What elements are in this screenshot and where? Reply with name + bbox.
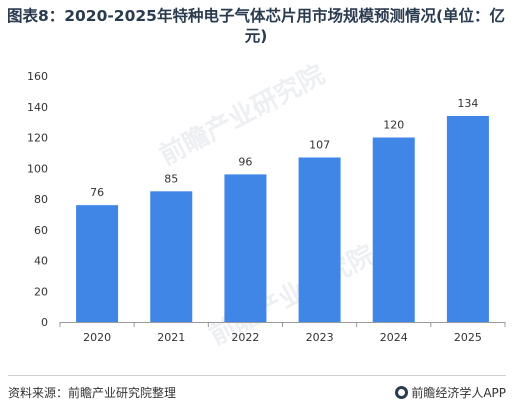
source-note: 资料来源：前瞻产业研究院整理 [8,386,177,400]
x-tick-label: 2022 [231,331,259,344]
data-label: 96 [238,155,252,168]
footer-divider [8,375,506,376]
bar-chart: 0 20 40 60 80 100 120 140 160 76 2020 85 2021 96 2022 1… [27,70,506,344]
y-tick-label: 20 [34,285,48,298]
data-label: 120 [383,119,404,132]
y-tick-label: 60 [34,224,48,237]
bar [224,174,267,322]
data-label: 107 [309,138,330,151]
x-tick-label: 2021 [157,331,185,344]
chart-title: 图表8：2020-2025年特种电子气体芯片用市场规模预测情况(单位：亿元) [6,7,506,45]
y-tick-label: 160 [27,70,48,83]
brand-label: 前瞻经济学人APP [411,386,506,400]
x-tick-label: 2024 [380,331,408,344]
brand-logo-icon [395,386,409,399]
bar [372,137,415,322]
bar [298,157,341,322]
y-tick-label: 40 [34,255,48,268]
data-label: 76 [90,186,104,199]
x-tick-label: 2020 [83,331,111,344]
y-tick-label: 0 [41,316,48,329]
x-tick-label: 2023 [306,331,334,344]
y-tick-label: 140 [27,101,48,114]
bar [446,115,489,322]
y-tick-label: 100 [27,162,48,175]
data-label: 134 [457,97,478,110]
y-tick-label: 120 [27,132,48,145]
bar [76,205,119,322]
data-label: 85 [164,172,178,185]
bar [150,191,193,322]
brand: 前瞻经济学人APP [395,384,506,401]
y-tick-label: 80 [34,193,48,206]
footer: 资料来源：前瞻产业研究院整理 前瞻经济学人APP [0,375,514,405]
x-tick-label: 2025 [454,331,482,344]
